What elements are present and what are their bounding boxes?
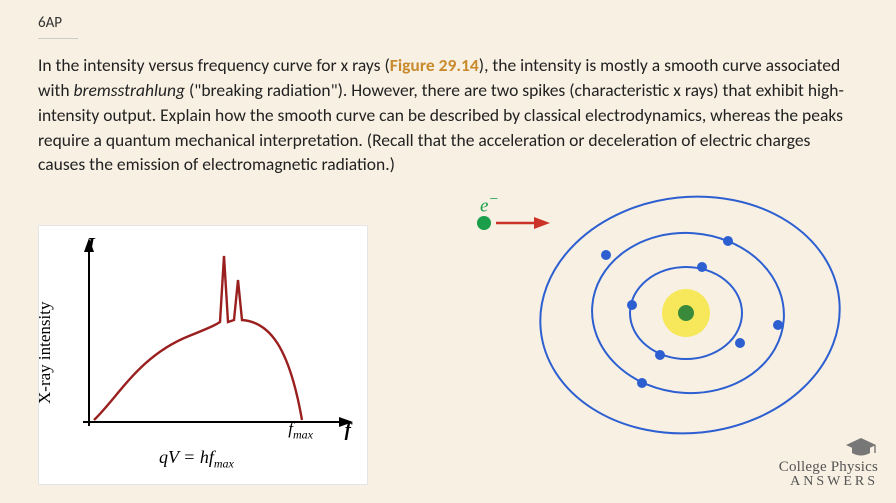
q-brem: bremsstrahlung <box>74 79 186 101</box>
incoming-electron <box>477 216 491 230</box>
graduation-cap-icon <box>844 436 878 458</box>
nucleus-core <box>678 305 694 321</box>
equation: qV = hfmax <box>159 447 234 472</box>
xray-chart: I X-ray intensity fmax f qV = hfmax <box>38 225 368 485</box>
fmax-label: fmax <box>288 419 313 442</box>
logo: College Physics ANSWERS <box>779 436 878 489</box>
figure-reference: Figure 29.14 <box>390 54 479 76</box>
eqn-pre: qV = hf <box>159 447 214 467</box>
question-text: In the intensity versus frequency curve … <box>0 39 896 177</box>
e-super: − <box>488 191 499 208</box>
intensity-curve <box>94 256 302 420</box>
problem-number: 6AP <box>0 0 896 38</box>
eqn-sub: max <box>214 457 234 471</box>
f-axis-label: f <box>345 420 351 442</box>
q-pre: In the intensity versus frequency curve … <box>38 54 390 76</box>
logo-line2: ANSWERS <box>779 475 878 489</box>
electron-label: e− <box>480 191 499 217</box>
y-axis-label: X-ray intensity <box>35 302 55 404</box>
fmax-sub: max <box>293 427 313 441</box>
intensity-axis-label: I <box>87 234 95 257</box>
logo-line1: College Physics <box>779 460 878 475</box>
arrow-head <box>534 217 550 229</box>
chart-svg <box>39 226 369 456</box>
